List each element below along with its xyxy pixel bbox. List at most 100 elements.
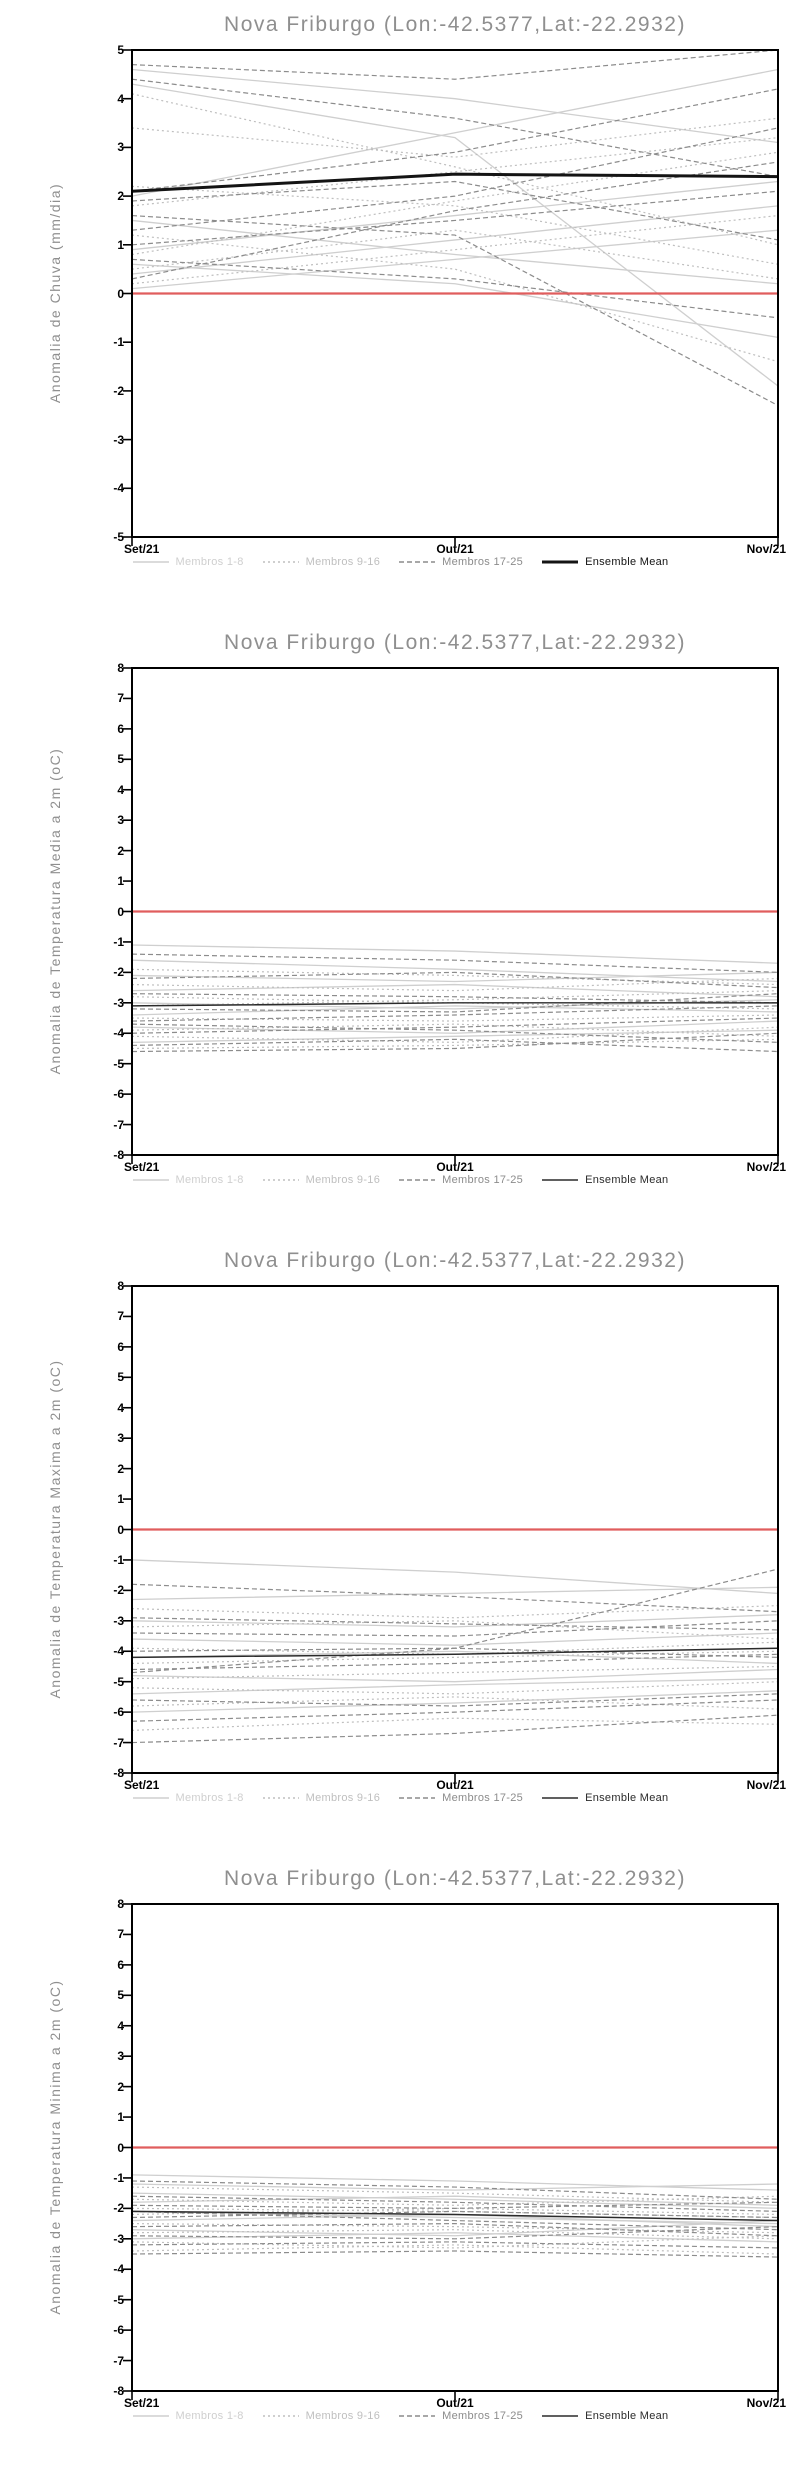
member-line <box>131 1650 779 1665</box>
legend-label: Membros 1-8 <box>175 2410 244 2422</box>
x-tick-label: Nov/21 <box>746 1778 786 1792</box>
x-axis-labels: Set/21 Out/21 Nov/21 <box>124 1778 786 1794</box>
member-line <box>131 2195 779 2213</box>
legend-item: Membros 1-8 <box>132 2410 244 2422</box>
ensemble-mean-line <box>131 1002 778 1007</box>
legend-label: Membros 17-25 <box>442 1792 524 1804</box>
y-tick-label: 5 <box>117 1370 124 1385</box>
member-line <box>131 993 779 1013</box>
legend-label: Membros 9-16 <box>305 1792 381 1804</box>
member-line <box>131 2210 779 2219</box>
x-tick-label: Set/21 <box>124 542 160 556</box>
member-line <box>131 190 779 246</box>
member-line <box>131 2201 779 2209</box>
member-line <box>131 1714 779 1744</box>
y-tick-label: 1 <box>117 1492 124 1507</box>
member-line <box>131 2210 779 2231</box>
member-line <box>131 214 779 407</box>
plot-area <box>123 49 779 546</box>
y-tick-label: 3 <box>117 140 124 155</box>
member-line <box>131 1681 779 1695</box>
chart-title: Nova Friburgo (Lon:-42.5377,Lat:-22.2932… <box>224 1867 686 1890</box>
member-line <box>131 1032 779 1053</box>
member-line <box>131 214 779 285</box>
member-line <box>131 971 779 983</box>
member-line <box>131 1014 779 1022</box>
member-line <box>131 127 779 231</box>
chart-title: Nova Friburgo (Lon:-42.5377,Lat:-22.2932… <box>224 1249 686 1272</box>
legend-line-sample-icon <box>132 561 169 563</box>
member-line <box>131 1005 779 1016</box>
y-tick-label: -1 <box>113 335 124 350</box>
legend-label: Ensemble Mean <box>585 2410 669 2422</box>
y-tick-label: 1 <box>117 2110 124 2125</box>
y-tick-label: 3 <box>117 2049 124 2064</box>
plot-frame <box>131 1285 779 1774</box>
x-tick-label: Set/21 <box>124 2396 160 2410</box>
member-line <box>131 1620 779 1637</box>
y-tick-label: -1 <box>113 1552 124 1567</box>
legend-label: Membros 17-25 <box>442 2410 524 2422</box>
member-line <box>131 993 779 1004</box>
y-axis-label: Anomalia de Temperatura Media a 2m (oC) <box>47 747 63 1075</box>
member-line <box>131 263 779 338</box>
y-tick-label: 1 <box>117 874 124 889</box>
y-tick-label: -3 <box>113 995 124 1010</box>
y-tick-label: -1 <box>113 934 124 949</box>
chart-title: Nova Friburgo (Lon:-42.5377,Lat:-22.2932… <box>224 631 686 654</box>
x-axis-labels: Set/21 Out/21 Nov/21 <box>124 1160 786 1176</box>
member-line <box>131 219 779 285</box>
legend-item: Membros 9-16 <box>262 1174 381 1186</box>
legend-line-sample-icon <box>132 2415 169 2417</box>
y-tick-label: 8 <box>117 661 124 675</box>
x-tick-label: Out/21 <box>436 1778 474 1792</box>
y-tick-label: 6 <box>117 1339 124 1354</box>
legend-line-sample-icon <box>542 1797 579 1799</box>
member-line <box>131 1690 779 1713</box>
y-tick-label: 4 <box>117 91 124 106</box>
x-tick-label: Out/21 <box>436 542 474 556</box>
y-tick-label: -5 <box>113 1056 124 1071</box>
y-tick-label: -7 <box>113 1117 124 1132</box>
member-line <box>131 1029 779 1044</box>
member-line <box>131 2226 779 2240</box>
legend-label: Membros 9-16 <box>305 2410 381 2422</box>
x-tick-label: Out/21 <box>436 1160 474 1174</box>
member-line <box>131 1717 779 1731</box>
x-axis-labels: Set/21 Out/21 Nov/21 <box>124 2396 786 2412</box>
member-line <box>131 1677 779 1695</box>
y-tick-label: -7 <box>113 1735 124 1750</box>
member-line <box>131 2195 779 2206</box>
ensemble-mean-line <box>131 1647 779 1659</box>
y-tick-label: -8 <box>113 1148 124 1162</box>
member-line <box>131 151 779 256</box>
member-line <box>131 2174 779 2191</box>
y-tick-label: -2 <box>113 383 124 398</box>
y-tick-label: 4 <box>117 2018 124 2033</box>
y-axis-label: Anomalia de Chuva (mm/dia) <box>47 182 63 404</box>
member-line <box>131 1604 779 1619</box>
legend-line-sample-icon <box>542 560 579 564</box>
member-line <box>131 953 779 973</box>
member-line <box>131 68 779 197</box>
legend-label: Membros 1-8 <box>175 1174 244 1186</box>
legend-item: Membros 1-8 <box>132 1174 244 1186</box>
ensemble-mean-line <box>131 2210 779 2222</box>
y-tick-label: -1 <box>113 2170 124 2185</box>
y-tick-label: 7 <box>117 691 124 706</box>
y-tick-label: 5 <box>117 43 124 57</box>
member-line <box>131 2183 779 2191</box>
member-line <box>131 49 779 80</box>
legend-label: Membros 9-16 <box>305 1174 381 1186</box>
x-axis-labels: Set/21 Out/21 Nov/21 <box>124 542 786 558</box>
y-tick-label: 2 <box>117 189 124 204</box>
legend-item: Membros 17-25 <box>398 2410 523 2422</box>
chart-legend: Membros 1-8 Membros 9-16 Membros 17-25 Ense… <box>0 2410 800 2422</box>
member-line <box>131 180 779 251</box>
y-tick-label: 2 <box>117 2079 124 2094</box>
legend-item: Membros 17-25 <box>398 1174 523 1186</box>
y-tick-label: -5 <box>113 2292 124 2307</box>
member-line <box>131 1668 779 1683</box>
legend-label: Membros 9-16 <box>305 556 381 568</box>
member-line <box>131 2180 779 2200</box>
